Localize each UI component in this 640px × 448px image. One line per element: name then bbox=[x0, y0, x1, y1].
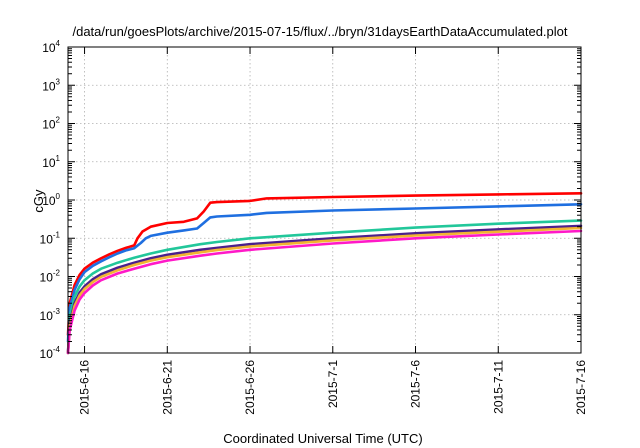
chart-title: /data/run/goesPlots/archive/2015-07-15/f… bbox=[72, 24, 567, 39]
series-line bbox=[66, 226, 583, 355]
y-tick-label: 10-3 bbox=[40, 307, 61, 323]
grid bbox=[68, 47, 581, 353]
y-tick-label: 10-2 bbox=[40, 269, 61, 285]
y-tick-label: 10-4 bbox=[40, 345, 61, 361]
series-line bbox=[66, 192, 583, 337]
y-tick-label: 104 bbox=[42, 39, 60, 55]
y-tick-label: 102 bbox=[42, 116, 60, 132]
x-tick-label: 2015-7-1 bbox=[326, 360, 340, 408]
x-axis-title: Coordinated Universal Time (UTC) bbox=[223, 431, 422, 446]
series-line bbox=[66, 219, 583, 355]
x-tick-label: 2015-6-16 bbox=[78, 360, 92, 415]
axis-ticks: 10-4 10-3 10-2 10-1 100 101 102 103 104 2015-6-16… bbox=[40, 39, 588, 415]
x-tick-label: 2015-6-26 bbox=[243, 360, 257, 415]
y-tick-label: 100 bbox=[42, 192, 60, 208]
x-tick-label: 2015-7-6 bbox=[409, 360, 423, 408]
series-line bbox=[66, 229, 583, 355]
y-tick-label: 103 bbox=[42, 77, 60, 93]
x-tick-label: 2015-7-16 bbox=[574, 360, 588, 415]
series-lines bbox=[66, 192, 583, 355]
y-tick-label: 101 bbox=[42, 154, 60, 170]
series-line bbox=[66, 203, 583, 343]
y-axis-title: cGy bbox=[31, 189, 46, 213]
x-tick-label: 2015-7-11 bbox=[491, 360, 505, 414]
x-tick-label: 2015-6-21 bbox=[160, 360, 174, 415]
y-tick-label: 10-1 bbox=[40, 230, 61, 246]
